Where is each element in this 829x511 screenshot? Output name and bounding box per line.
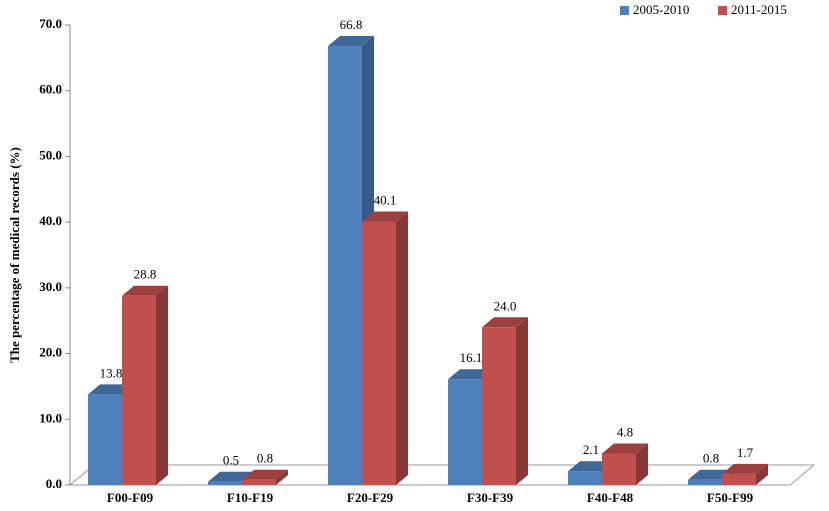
legend-label: 2011-2015 (731, 2, 787, 17)
y-tick-label: 30.0 (39, 279, 62, 294)
x-tick-label: F00-F09 (107, 490, 154, 505)
value-label: 24.0 (494, 298, 517, 313)
value-label: 28.8 (134, 267, 157, 282)
value-label: 2.1 (583, 442, 599, 457)
x-tick-label: F40-F48 (587, 490, 634, 505)
bar (482, 327, 516, 485)
x-tick-label: F30-F39 (467, 490, 514, 505)
bar (362, 221, 396, 485)
x-tick-label: F10-F19 (227, 490, 274, 505)
y-tick-label: 50.0 (39, 147, 62, 162)
bar-top (242, 469, 288, 480)
value-label: 0.8 (703, 451, 719, 466)
bar-side (396, 211, 408, 485)
bar-top (208, 471, 254, 482)
value-label: 13.8 (100, 365, 123, 380)
value-label: 16.1 (460, 350, 483, 365)
x-tick-label: F50-F99 (707, 490, 754, 505)
value-label: 0.5 (223, 453, 239, 468)
bar (602, 453, 636, 485)
bar-side (276, 469, 288, 485)
y-tick-label: 10.0 (39, 410, 62, 425)
value-label: 40.1 (374, 192, 397, 207)
value-label: 66.8 (340, 17, 363, 32)
value-label: 0.8 (257, 451, 273, 466)
legend-label: 2005-2010 (633, 2, 689, 17)
bar-side (516, 317, 528, 485)
bar-top (122, 285, 168, 296)
legend-swatch (718, 6, 727, 15)
y-tick-label: 60.0 (39, 82, 62, 97)
bar-top (328, 36, 374, 47)
bar (448, 379, 482, 485)
bar (88, 394, 122, 485)
bar-side (156, 285, 168, 485)
legend-swatch (620, 6, 629, 15)
bar (242, 479, 276, 485)
bar-top (602, 443, 648, 454)
bar-side (636, 443, 648, 485)
bar-side (756, 463, 768, 485)
bar (122, 295, 156, 485)
y-tick-label: 70.0 (39, 16, 62, 31)
value-label: 1.7 (737, 445, 754, 460)
y-tick-label: 40.0 (39, 213, 62, 228)
bar (568, 471, 602, 485)
bar (688, 479, 722, 485)
bar (722, 473, 756, 485)
y-tick-label: 20.0 (39, 345, 62, 360)
y-tick-label: 0.0 (46, 476, 62, 491)
bar (328, 46, 362, 486)
value-label: 4.8 (617, 424, 633, 439)
x-tick-label: F20-F29 (347, 490, 394, 505)
bar-top (722, 463, 768, 474)
bar-top (482, 317, 528, 328)
bar (208, 481, 242, 485)
y-axis-label: The percentage of medical records (%) (7, 147, 22, 363)
bar-top (362, 211, 408, 222)
